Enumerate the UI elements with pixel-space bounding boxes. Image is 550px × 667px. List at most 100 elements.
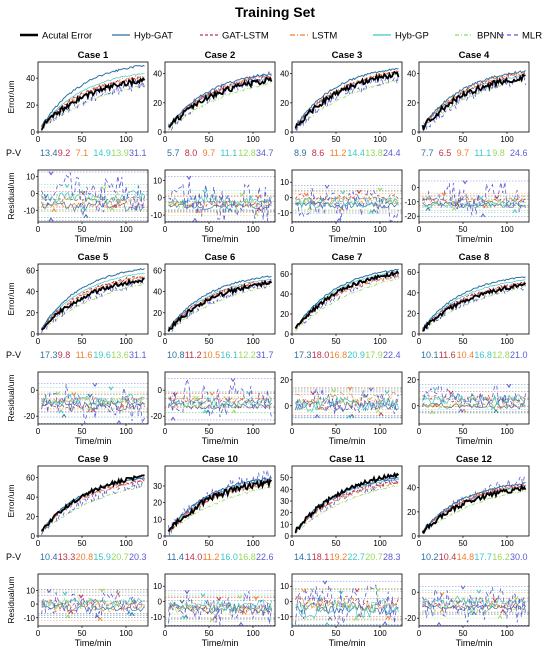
error-series-actual: [167, 279, 273, 332]
residual-min-marker-mlr: [436, 621, 442, 627]
error-series-hyb_gat: [422, 481, 526, 532]
residual-axes: [291, 573, 403, 627]
legend-label: Hyb-GAT: [134, 31, 173, 42]
error-ytick-label: 40: [153, 70, 162, 79]
error-xtick-label: 50: [332, 539, 341, 548]
residual-max-marker-hyb_gp: [62, 591, 68, 596]
error-xtick-label: 0: [36, 539, 41, 548]
residual-xtick-label: 0: [36, 225, 41, 234]
residual-max-marker-hyb_gp: [64, 183, 70, 189]
residual-min-marker-mlr: [382, 621, 388, 626]
error-axes: [37, 465, 149, 537]
residual-ytick-label: 0: [285, 402, 290, 411]
residual-ytick-label: -10: [277, 613, 289, 622]
residual-max-marker-gat_lstm: [310, 391, 316, 396]
error-series-gat_lstm: [168, 74, 272, 129]
error-xtick-label: 50: [205, 337, 214, 346]
residual-axes: [291, 169, 403, 223]
residual-min-marker-gat_lstm: [310, 200, 316, 205]
error-xtick-label: 100: [500, 337, 514, 346]
error-xtick-label: 50: [205, 539, 214, 548]
residual-axes: [418, 573, 530, 627]
residual-xtick-label: 50: [78, 629, 87, 638]
residual-series-mlr: [422, 587, 526, 624]
error-series-hyb_gat: [168, 73, 272, 127]
error-ytick-label: 30: [280, 497, 289, 506]
error-ytick-label: 10: [280, 520, 289, 529]
pv-value-mlr: 24.4: [383, 148, 401, 158]
residual-min-marker-hyb_gat: [129, 611, 135, 617]
residual-min-marker-hyb_gp: [324, 621, 330, 627]
residual-xlabel: Time/min: [75, 638, 112, 648]
residual-max-marker-mlr: [462, 180, 468, 185]
pv-value-hyb_gp: 20.9: [347, 350, 365, 360]
error-xtick-label: 100: [373, 539, 387, 548]
pv-value-bpnn: 16.8: [238, 552, 256, 562]
chart-panel-6: Case 6 0 20 40 60 0 50 100 10.8 11.2 10.5 16.1 12.2 3…: [150, 252, 276, 446]
error-series-hyb_gp: [295, 478, 399, 532]
error-xtick-label: 100: [246, 539, 260, 548]
residual-series-hyb_gat: [295, 201, 399, 210]
pv-value-lstm: 16.8: [330, 350, 348, 360]
residual-ytick-label: 0: [158, 194, 163, 203]
pv-value-gat_lstm: 8.6: [312, 148, 325, 158]
residual-max-marker-hyb_gp: [478, 195, 484, 200]
error-ytick-label: 0: [31, 128, 36, 137]
residual-series-bpnn: [295, 393, 399, 409]
residual-xtick-label: 50: [78, 225, 87, 234]
error-ytick-label: 20: [407, 508, 416, 517]
pv-value-hyb_gat: 10.2: [421, 552, 439, 562]
residual-axes: [164, 169, 276, 223]
pv-value-lstm: 19.2: [330, 552, 348, 562]
error-series-hyb_gp: [422, 74, 526, 128]
error-axes: [164, 61, 276, 133]
error-series-lstm: [41, 276, 145, 330]
error-series-hyb_gat: [41, 64, 145, 127]
error-ylabel: Error/um: [6, 282, 16, 315]
residual-max-marker-gat_lstm: [80, 190, 86, 196]
residual-max-marker-bpnn: [239, 192, 245, 197]
error-xtick-label: 100: [500, 135, 514, 144]
residual-min-marker-lstm: [97, 616, 103, 622]
residual-ytick-label: 0: [412, 588, 417, 597]
error-axes: [418, 465, 530, 537]
residual-series-mlr: [295, 188, 399, 222]
residual-min-marker-bpnn: [353, 616, 359, 621]
error-series-bpnn: [41, 84, 145, 131]
error-xtick-label: 0: [36, 135, 41, 144]
residual-series-hyb_gat: [168, 203, 272, 210]
error-series-actual: [168, 76, 273, 128]
chart-panel-4: Case 4 0 20 40 0 50 100 7.7 6.5 9.7 11.1 9.8 24.6 -20…: [404, 50, 530, 244]
residual-max-marker-mlr: [46, 589, 52, 594]
residual-max-marker-mlr: [322, 580, 328, 585]
residual-ytick-label: -10: [404, 198, 416, 207]
residual-ytick-label: -10: [150, 613, 162, 622]
residual-series-mlr: [168, 591, 272, 625]
error-axes: [291, 61, 403, 133]
error-series-gat_lstm: [41, 478, 145, 532]
residual-series-hyb_gp: [41, 393, 145, 407]
pv-value-hyb_gat: 14.1: [294, 552, 312, 562]
residual-min-marker-hyb_gp: [224, 206, 230, 211]
case-title: Case 5: [78, 252, 109, 263]
pv-value-bpnn: 12.2: [238, 350, 256, 360]
residual-series-mlr: [41, 589, 145, 619]
error-xtick-label: 0: [290, 337, 295, 346]
pv-value-mlr: 21.0: [510, 350, 528, 360]
error-series-hyb_gat: [295, 476, 399, 532]
residual-xtick-label: 50: [459, 629, 468, 638]
error-ylabel: Error/um: [6, 484, 16, 517]
residual-min-marker-hyb_gat: [227, 207, 233, 213]
error-series-gat_lstm: [295, 70, 399, 130]
residual-series-hyb_gp: [295, 396, 399, 413]
residual-ytick-label: 0: [158, 598, 163, 607]
pv-value-bpnn: 20.7: [365, 552, 383, 562]
residual-min-marker-hyb_gp: [490, 406, 496, 411]
residual-max-marker-mlr: [48, 171, 54, 176]
error-ytick-label: 40: [280, 290, 289, 299]
residual-max-marker-mlr: [506, 383, 512, 388]
error-series-gat_lstm: [41, 75, 145, 128]
residual-series-hyb_gp: [168, 193, 272, 207]
error-ytick-label: 40: [26, 288, 35, 297]
